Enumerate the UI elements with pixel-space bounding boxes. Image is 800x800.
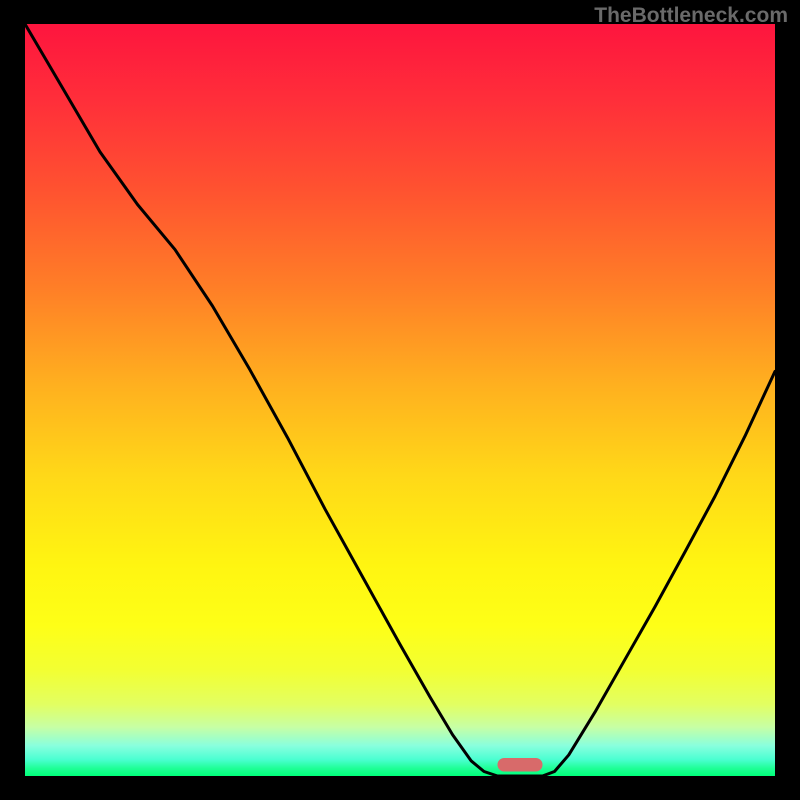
plot-area bbox=[25, 24, 775, 776]
optimal-marker bbox=[498, 758, 543, 772]
chart-frame: TheBottleneck.com bbox=[0, 0, 800, 800]
gradient-background bbox=[25, 24, 775, 776]
watermark-text: TheBottleneck.com bbox=[594, 4, 788, 28]
plot-svg bbox=[25, 24, 775, 776]
